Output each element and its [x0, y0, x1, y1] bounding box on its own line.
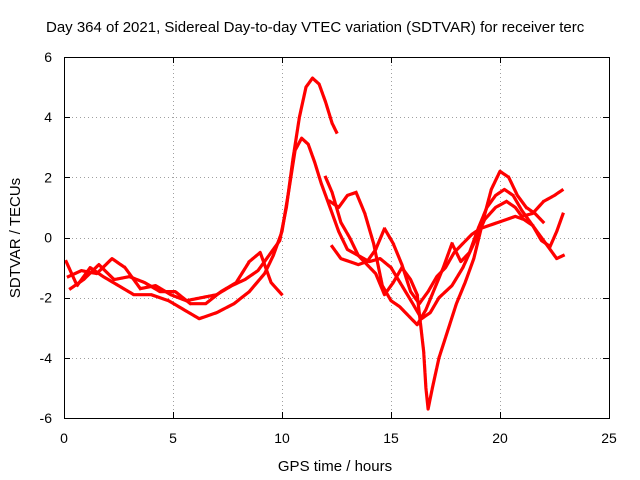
- x-tick-label: 10: [274, 430, 290, 446]
- x-tick-label: 20: [492, 430, 508, 446]
- y-tick-label: -2: [40, 290, 53, 306]
- y-tick-label: 0: [44, 230, 52, 246]
- y-tick-label: -6: [40, 410, 53, 426]
- x-tick-label: 25: [601, 430, 617, 446]
- y-tick-label: 4: [44, 109, 52, 125]
- x-tick-label: 5: [169, 430, 177, 446]
- ticks: [64, 57, 610, 419]
- x-axis-label: GPS time / hours: [278, 458, 392, 475]
- x-tick-labels: 0 5 10 15 20 25: [60, 430, 617, 446]
- y-tick-label: 2: [44, 169, 52, 185]
- x-tick-label: 15: [383, 430, 399, 446]
- y-axis-label: SDTVAR / TECUs: [7, 178, 24, 298]
- chart-title: Day 364 of 2021, Sidereal Day-to-day VTE…: [46, 19, 585, 36]
- y-tick-label: -4: [40, 350, 53, 366]
- y-tick-labels: -6 -4 -2 0 2 4 6: [40, 49, 53, 426]
- x-tick-label: 0: [60, 430, 68, 446]
- data-series-track-1: [64, 136, 566, 321]
- data-series-track-5: [327, 187, 566, 327]
- data-series-track-3: [68, 250, 285, 306]
- y-tick-label: 6: [44, 49, 52, 65]
- data-series-track-2: [66, 76, 339, 303]
- plot-data: [64, 76, 566, 411]
- data-series-track-6: [329, 211, 566, 306]
